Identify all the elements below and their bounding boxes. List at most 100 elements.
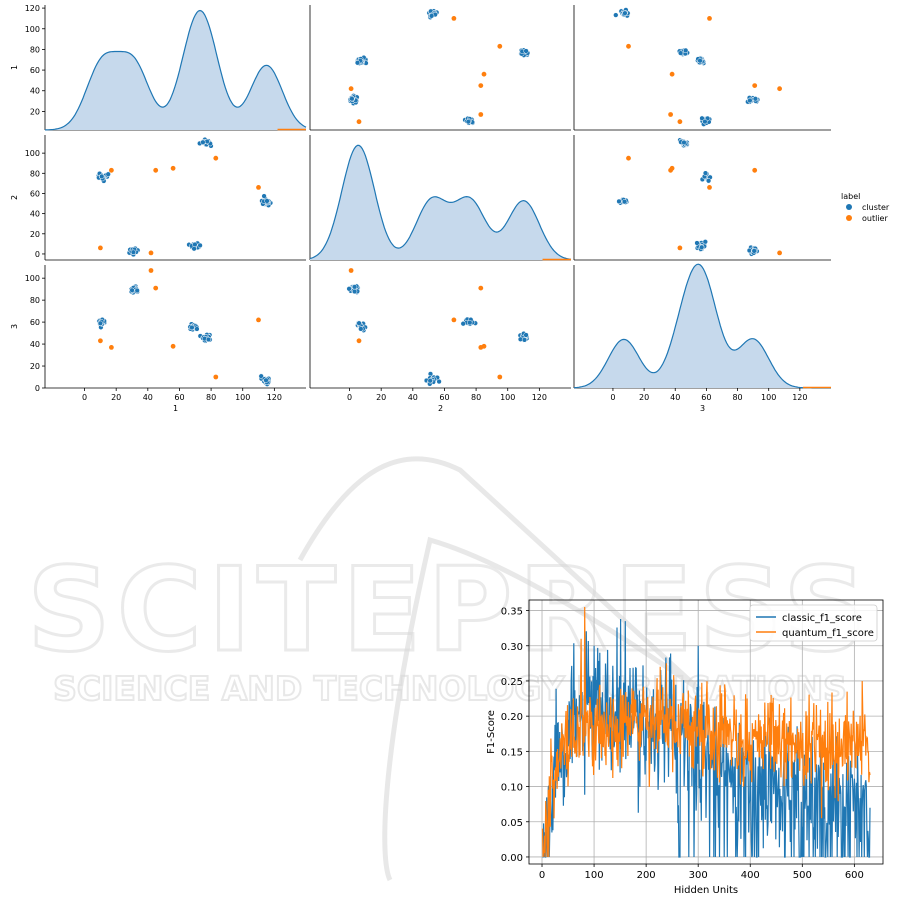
- outlier-point: [668, 112, 673, 117]
- y-tick-label: 80: [30, 45, 40, 54]
- kde-line-1: [45, 9, 307, 131]
- outlier-point: [348, 86, 354, 92]
- series-line-quantum_f1_score: [541, 606, 871, 858]
- line-chart: 0 100 200 300 400 500 600 0.00 0.05 0.10 0.15 0.20 0…: [486, 599, 884, 896]
- x-tick-label: 120: [267, 393, 282, 402]
- x-tick-label: 60: [701, 393, 711, 402]
- x-tick-label: 20: [376, 393, 386, 402]
- y-tick-label: 0.35: [501, 607, 523, 618]
- outlier-point: [170, 165, 176, 171]
- pairplot: 2040608010012010204060801002020406080100…: [10, 4, 831, 413]
- x-tick-label: 500: [793, 870, 812, 881]
- kde-line-2: [309, 144, 572, 260]
- x-tick-label: 80: [206, 393, 216, 402]
- cluster-point: [97, 320, 104, 326]
- y-tick-label: 100: [25, 149, 40, 158]
- y-tick-label: 120: [25, 4, 40, 13]
- cluster-point: [358, 326, 364, 332]
- cluster-point: [99, 173, 105, 180]
- y-tick-label: 20: [30, 107, 40, 116]
- cluster-point: [751, 248, 757, 254]
- cluster-point: [621, 199, 628, 205]
- cluster-point: [616, 198, 622, 205]
- cluster-point: [351, 288, 358, 295]
- x-tick-label: 40: [408, 393, 418, 402]
- outlier-point: [170, 343, 176, 349]
- y-axis-label: 1: [10, 65, 19, 70]
- outlier-point: [98, 245, 103, 251]
- cluster-point: [752, 96, 759, 102]
- cluster-point: [200, 139, 206, 145]
- x-tick-label: 600: [845, 870, 864, 881]
- outlier-point: [451, 317, 457, 323]
- y-tick-label: 0.25: [501, 677, 523, 688]
- pair-panel-1-3: [573, 5, 831, 131]
- cluster-point: [523, 332, 529, 338]
- kde-line-3: [573, 263, 831, 389]
- y-tick-label: 60: [30, 318, 40, 327]
- cluster-point: [702, 118, 708, 125]
- y-tick-label: 0.30: [501, 642, 523, 653]
- y-tick-label: 0.00: [501, 853, 523, 864]
- cluster-point: [428, 13, 435, 19]
- x-axis-label: Hidden Units: [674, 885, 738, 896]
- pair-panel-2-3: [573, 135, 831, 261]
- cluster-point: [747, 97, 753, 104]
- outlier-point: [626, 43, 631, 49]
- y-axis-label: F1-Score: [486, 710, 497, 754]
- plot-frame: [528, 599, 884, 865]
- cluster-point: [683, 47, 689, 54]
- y-tick-label: 40: [30, 210, 40, 219]
- y-axis-label: 3: [10, 324, 19, 329]
- y-tick-label: 0.20: [501, 712, 523, 723]
- y-tick-label: 0: [35, 384, 40, 393]
- outlier-point: [707, 185, 712, 190]
- x-tick-label: 0: [347, 393, 352, 402]
- outlier-point: [707, 16, 712, 21]
- y-tick-label: 20: [30, 230, 40, 239]
- cluster-point: [105, 171, 111, 177]
- outlier-point: [481, 71, 487, 77]
- x-tick-label: 100: [500, 393, 515, 402]
- cluster-point: [427, 378, 433, 384]
- cluster-point: [354, 60, 361, 66]
- x-tick-label: 120: [532, 393, 547, 402]
- outlier-point: [478, 83, 484, 88]
- y-tick-label: 40: [30, 340, 40, 349]
- x-axis-label: 3: [700, 404, 705, 413]
- cluster-point: [191, 246, 197, 252]
- pair-panel-1-1: 20 40 60 80 100 120 1: [10, 4, 307, 131]
- cluster-point: [521, 337, 528, 343]
- legend-entry-outlier: outlier: [862, 214, 888, 223]
- cluster-point: [465, 119, 471, 125]
- cluster-point: [694, 240, 700, 246]
- x-tick-label: 60: [174, 393, 184, 402]
- cluster-point: [613, 12, 619, 18]
- outlier-point: [213, 155, 219, 161]
- cluster-point: [129, 287, 135, 293]
- x-axis-label: 2: [438, 404, 443, 413]
- pair-panel-1-2: [309, 5, 571, 131]
- cluster-point: [699, 115, 705, 121]
- x-tick-label: 0: [82, 393, 87, 402]
- outlier-point: [109, 167, 114, 173]
- y-tick-label: 0: [35, 250, 40, 259]
- x-axis-label: 1: [173, 404, 178, 413]
- cluster-point: [130, 249, 137, 255]
- line-chart-legend: classic_f1_score quantum_f1_score: [749, 604, 878, 642]
- outlier-point: [148, 250, 154, 256]
- cluster-point: [523, 48, 529, 54]
- outlier-point: [478, 112, 484, 117]
- series-line-classic_f1_score: [542, 618, 871, 858]
- x-tick-label: 100: [235, 393, 250, 402]
- x-tick-label: 120: [792, 393, 807, 402]
- x-tick-label: 60: [439, 393, 449, 402]
- pair-panel-3-1: 0 20 40 60 80 100 3 0 20 40 60 80 100 120 1: [10, 265, 306, 413]
- outlier-point: [777, 250, 782, 256]
- y-tick-label: 0.15: [501, 747, 523, 758]
- cluster-point: [467, 319, 473, 326]
- x-tick-label: 80: [471, 393, 481, 402]
- outlier-point: [153, 285, 159, 291]
- outlier-point: [98, 338, 103, 344]
